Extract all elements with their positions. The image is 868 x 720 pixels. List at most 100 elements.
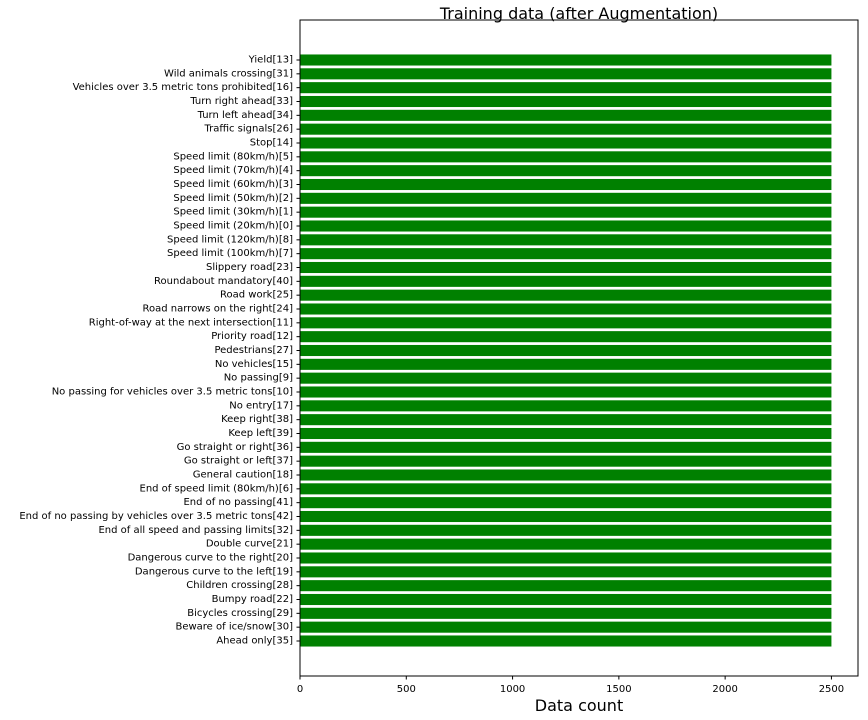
y-tick-label: Slippery road[23] (206, 262, 293, 273)
y-tick-label: Turn left ahead[34] (197, 110, 293, 121)
y-tick-label: Speed limit (100km/h)[7] (167, 248, 293, 259)
y-tick-label: Go straight or left[37] (184, 456, 293, 467)
plot-frame (299, 19, 859, 677)
bar (300, 178, 832, 191)
y-tick-label: Priority road[12] (211, 331, 293, 342)
bar (300, 303, 832, 315)
bar (300, 206, 832, 218)
bar (300, 331, 832, 343)
y-tick-label: Speed limit (20km/h)[0] (173, 221, 293, 232)
y-tick-label: No passing for vehicles over 3.5 metric … (52, 387, 293, 398)
bar (300, 524, 832, 536)
y-tick-label: Keep right[38] (221, 414, 293, 425)
x-tick-label: 2000 (712, 684, 737, 695)
bar (300, 358, 832, 370)
bar (300, 593, 832, 606)
y-tick-label: Traffic signals[26] (203, 124, 293, 135)
y-tick-label: Beware of ice/snow[30] (175, 622, 293, 633)
y-tick-label: Bicycles crossing[29] (187, 608, 293, 619)
y-tick-label: Yield[13] (248, 55, 293, 66)
bar (300, 275, 832, 287)
y-tick-label: End of no passing by vehicles over 3.5 m… (19, 511, 293, 522)
bar (300, 165, 832, 177)
x-tick-labels: 0 500 1000 1500 2000 2500 (297, 684, 844, 695)
bars-group (300, 54, 832, 647)
bar (300, 607, 832, 619)
bar (300, 54, 832, 66)
y-tick-label: End of all speed and passing limits[32] (98, 525, 293, 536)
chart-title: Training data (after Augmentation) (439, 4, 718, 23)
y-tick-label: Speed limit (80km/h)[5] (173, 151, 293, 162)
y-tick-label: Turn right ahead[33] (189, 96, 293, 107)
y-tick-label: Dangerous curve to the right[20] (128, 553, 294, 564)
y-tick-label: Go straight or right[36] (177, 442, 294, 453)
y-tick-label: Speed limit (50km/h)[2] (173, 193, 293, 204)
y-tick-label: End of speed limit (80km/h)[6] (140, 483, 294, 494)
bar (300, 82, 832, 94)
y-tick-label: No passing[9] (224, 373, 293, 384)
x-axis-label: Data count (535, 696, 623, 715)
y-tick-label: Keep left[39] (228, 428, 293, 439)
y-tick-label: Wild animals crossing[31] (164, 68, 293, 79)
bar (300, 497, 832, 509)
y-tick-label: Bumpy road[22] (212, 594, 293, 605)
y-tick-label: Speed limit (60km/h)[3] (173, 179, 293, 190)
bar (300, 248, 832, 260)
x-tick-label: 1000 (500, 684, 525, 695)
bar (300, 192, 832, 204)
bar (300, 68, 832, 80)
y-tick-label: Roundabout mandatory[40] (154, 276, 293, 287)
y-tick-label: Speed limit (70km/h)[4] (173, 165, 293, 176)
y-tick-label: Speed limit (30km/h)[1] (173, 207, 293, 218)
y-tick-label: End of no passing[41] (183, 497, 293, 508)
bar (300, 386, 832, 398)
bar (300, 566, 832, 578)
bar (300, 552, 832, 564)
x-tick-label: 0 (297, 684, 303, 695)
bar (300, 427, 832, 440)
bar (300, 220, 832, 232)
y-tick-label: General caution[18] (193, 470, 293, 481)
bar (300, 621, 832, 633)
bar (300, 455, 832, 467)
bar (300, 400, 832, 412)
bar (300, 317, 832, 329)
y-tick-label: Road work[25] (220, 290, 293, 301)
y-tick-label: Dangerous curve to the left[19] (135, 566, 293, 577)
y-tick-label: Stop[14] (250, 138, 293, 149)
y-tick-label: No vehicles[15] (215, 359, 293, 370)
bar (300, 510, 832, 523)
bar (300, 261, 832, 274)
bar (300, 109, 832, 121)
bar (300, 95, 832, 108)
bar (300, 635, 832, 647)
x-tick-label: 500 (397, 684, 416, 695)
bar (300, 441, 832, 453)
bar (300, 289, 832, 301)
y-tick-label: Right-of-way at the next intersection[11… (89, 317, 293, 328)
y-tick-label: No entry[17] (229, 400, 293, 411)
y-tick-label: Double curve[21] (206, 539, 293, 550)
y-tick-label: Vehicles over 3.5 metric tons prohibited… (73, 82, 294, 93)
bar (300, 234, 832, 246)
y-tick-label: Pedestrians[27] (214, 345, 293, 356)
y-tick-label: Speed limit (120km/h)[8] (167, 234, 293, 245)
bar (300, 344, 832, 357)
bar (300, 483, 832, 495)
y-tick-labels: Ahead only[35] Beware of ice/snow[30] Bicy… (19, 55, 293, 647)
bar (300, 123, 832, 135)
y-tick-label: Ahead only[35] (216, 636, 293, 647)
x-tick-label: 2500 (819, 684, 844, 695)
bar (300, 372, 832, 384)
y-tick-label: Road narrows on the right[24] (143, 304, 294, 315)
bar (300, 580, 832, 592)
y-tick-label: Children crossing[28] (186, 580, 293, 591)
bar (300, 538, 832, 550)
bar (300, 414, 832, 426)
x-tick-label: 1500 (606, 684, 631, 695)
bar (300, 469, 832, 481)
bar (300, 151, 832, 163)
bar (300, 137, 832, 149)
